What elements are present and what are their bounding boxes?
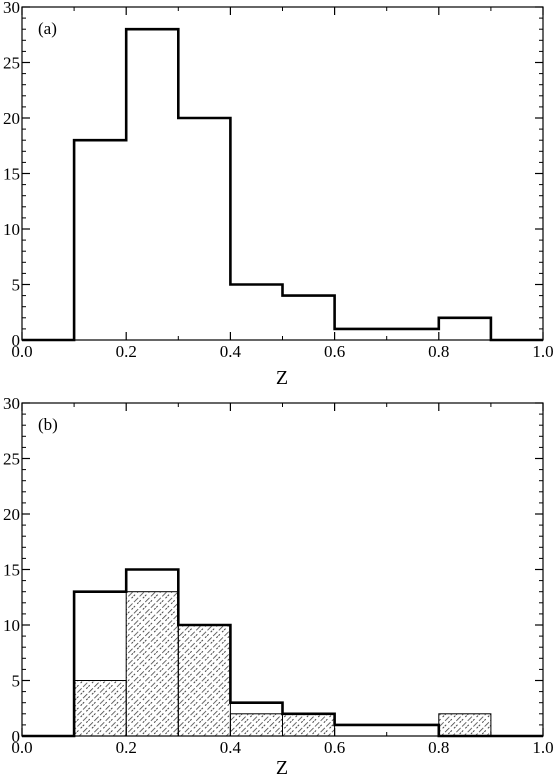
- panel-b-xtick-label: 0.0: [11, 738, 32, 757]
- panel-a-xtick-label: 0.6: [324, 342, 345, 361]
- panel-b-bars: [22, 568, 543, 738]
- panel-b-ytick-label: 20: [3, 505, 20, 524]
- panel-b-hatched-bar: [229, 713, 283, 737]
- panel-a-xtick-label: 0.0: [11, 342, 32, 361]
- panel-b-ytick-label: 15: [3, 561, 20, 580]
- panel-b-ytick-label: 30: [3, 394, 20, 413]
- panel-a-step-outline: [22, 27, 543, 342]
- panel-a-histogram: 0.0 0.2 0.4 0.6 0.8 1.0 0 5 10 15 20 25 30 (a) Z: [3, 0, 554, 389]
- panel-a-ytick-label: 0: [12, 331, 21, 350]
- panel-a-xlabel: Z: [276, 367, 288, 389]
- panel-b-xtick-label: 0.2: [116, 738, 137, 757]
- panel-a-ytick-label: 30: [3, 0, 20, 17]
- panel-b-xtick-label: 0.6: [324, 738, 345, 757]
- panel-b-bar: [387, 725, 439, 736]
- panel-a-xtick-label: 0.8: [428, 342, 449, 361]
- panel-b-xtick-label: 0.4: [220, 738, 242, 757]
- panel-b-step-outline: [22, 568, 543, 738]
- panel-b-ytick-label: 0: [12, 727, 21, 746]
- panel-a-bar: [126, 29, 178, 340]
- panel-b-hatched-bar: [177, 624, 231, 737]
- panel-a-label: (a): [38, 19, 57, 38]
- panel-a-bar: [230, 285, 282, 341]
- panel-b-ticks: 0.0 0.2 0.4 0.6 0.8 1.0 0 5 10 15 20 25 30: [3, 394, 554, 757]
- panel-a-bar: [178, 118, 230, 340]
- panel-a-ytick-label: 5: [12, 276, 21, 295]
- panel-b-xtick-label: 0.8: [428, 738, 449, 757]
- panel-b-xtick-label: 1.0: [532, 738, 553, 757]
- panel-b-hatched-bar: [73, 680, 127, 737]
- panel-b-hatched-bar: [438, 713, 492, 737]
- panel-a-bar: [74, 140, 126, 340]
- panel-a-bar: [283, 296, 335, 340]
- panel-b-bar: [335, 725, 387, 736]
- panel-a-ytick-label: 10: [3, 220, 20, 239]
- panel-a-ytick-label: 20: [3, 109, 20, 128]
- panel-a-xtick-label: 0.4: [220, 342, 242, 361]
- panel-b-histogram: 0.0 0.2 0.4 0.6 0.8 1.0 0 5 10 15 20 25 30 (b) Z: [3, 394, 554, 776]
- panel-b-ytick-label: 10: [3, 616, 20, 635]
- panel-a-bar: [387, 329, 439, 340]
- panel-b-ytick-label: 25: [3, 450, 20, 469]
- panel-b-hatched-bar: [125, 591, 179, 737]
- panel-a-bar: [439, 318, 491, 340]
- panel-a-ytick-label: 15: [3, 165, 20, 184]
- panel-b-label: (b): [38, 415, 58, 434]
- panel-b-hatched-bar: [282, 713, 336, 737]
- panel-a-bars: [22, 27, 543, 342]
- panel-a-ticks: 0.0 0.2 0.4 0.6 0.8 1.0 0 5 10 15 20 25 30: [3, 0, 554, 361]
- panel-b-ytick-label: 5: [12, 672, 21, 691]
- panel-a-xtick-label: 1.0: [532, 342, 553, 361]
- panel-b-xlabel: Z: [276, 757, 288, 776]
- panel-a-bar: [335, 329, 387, 340]
- panel-a-ytick-label: 25: [3, 54, 20, 73]
- panel-a-xtick-label: 0.2: [116, 342, 137, 361]
